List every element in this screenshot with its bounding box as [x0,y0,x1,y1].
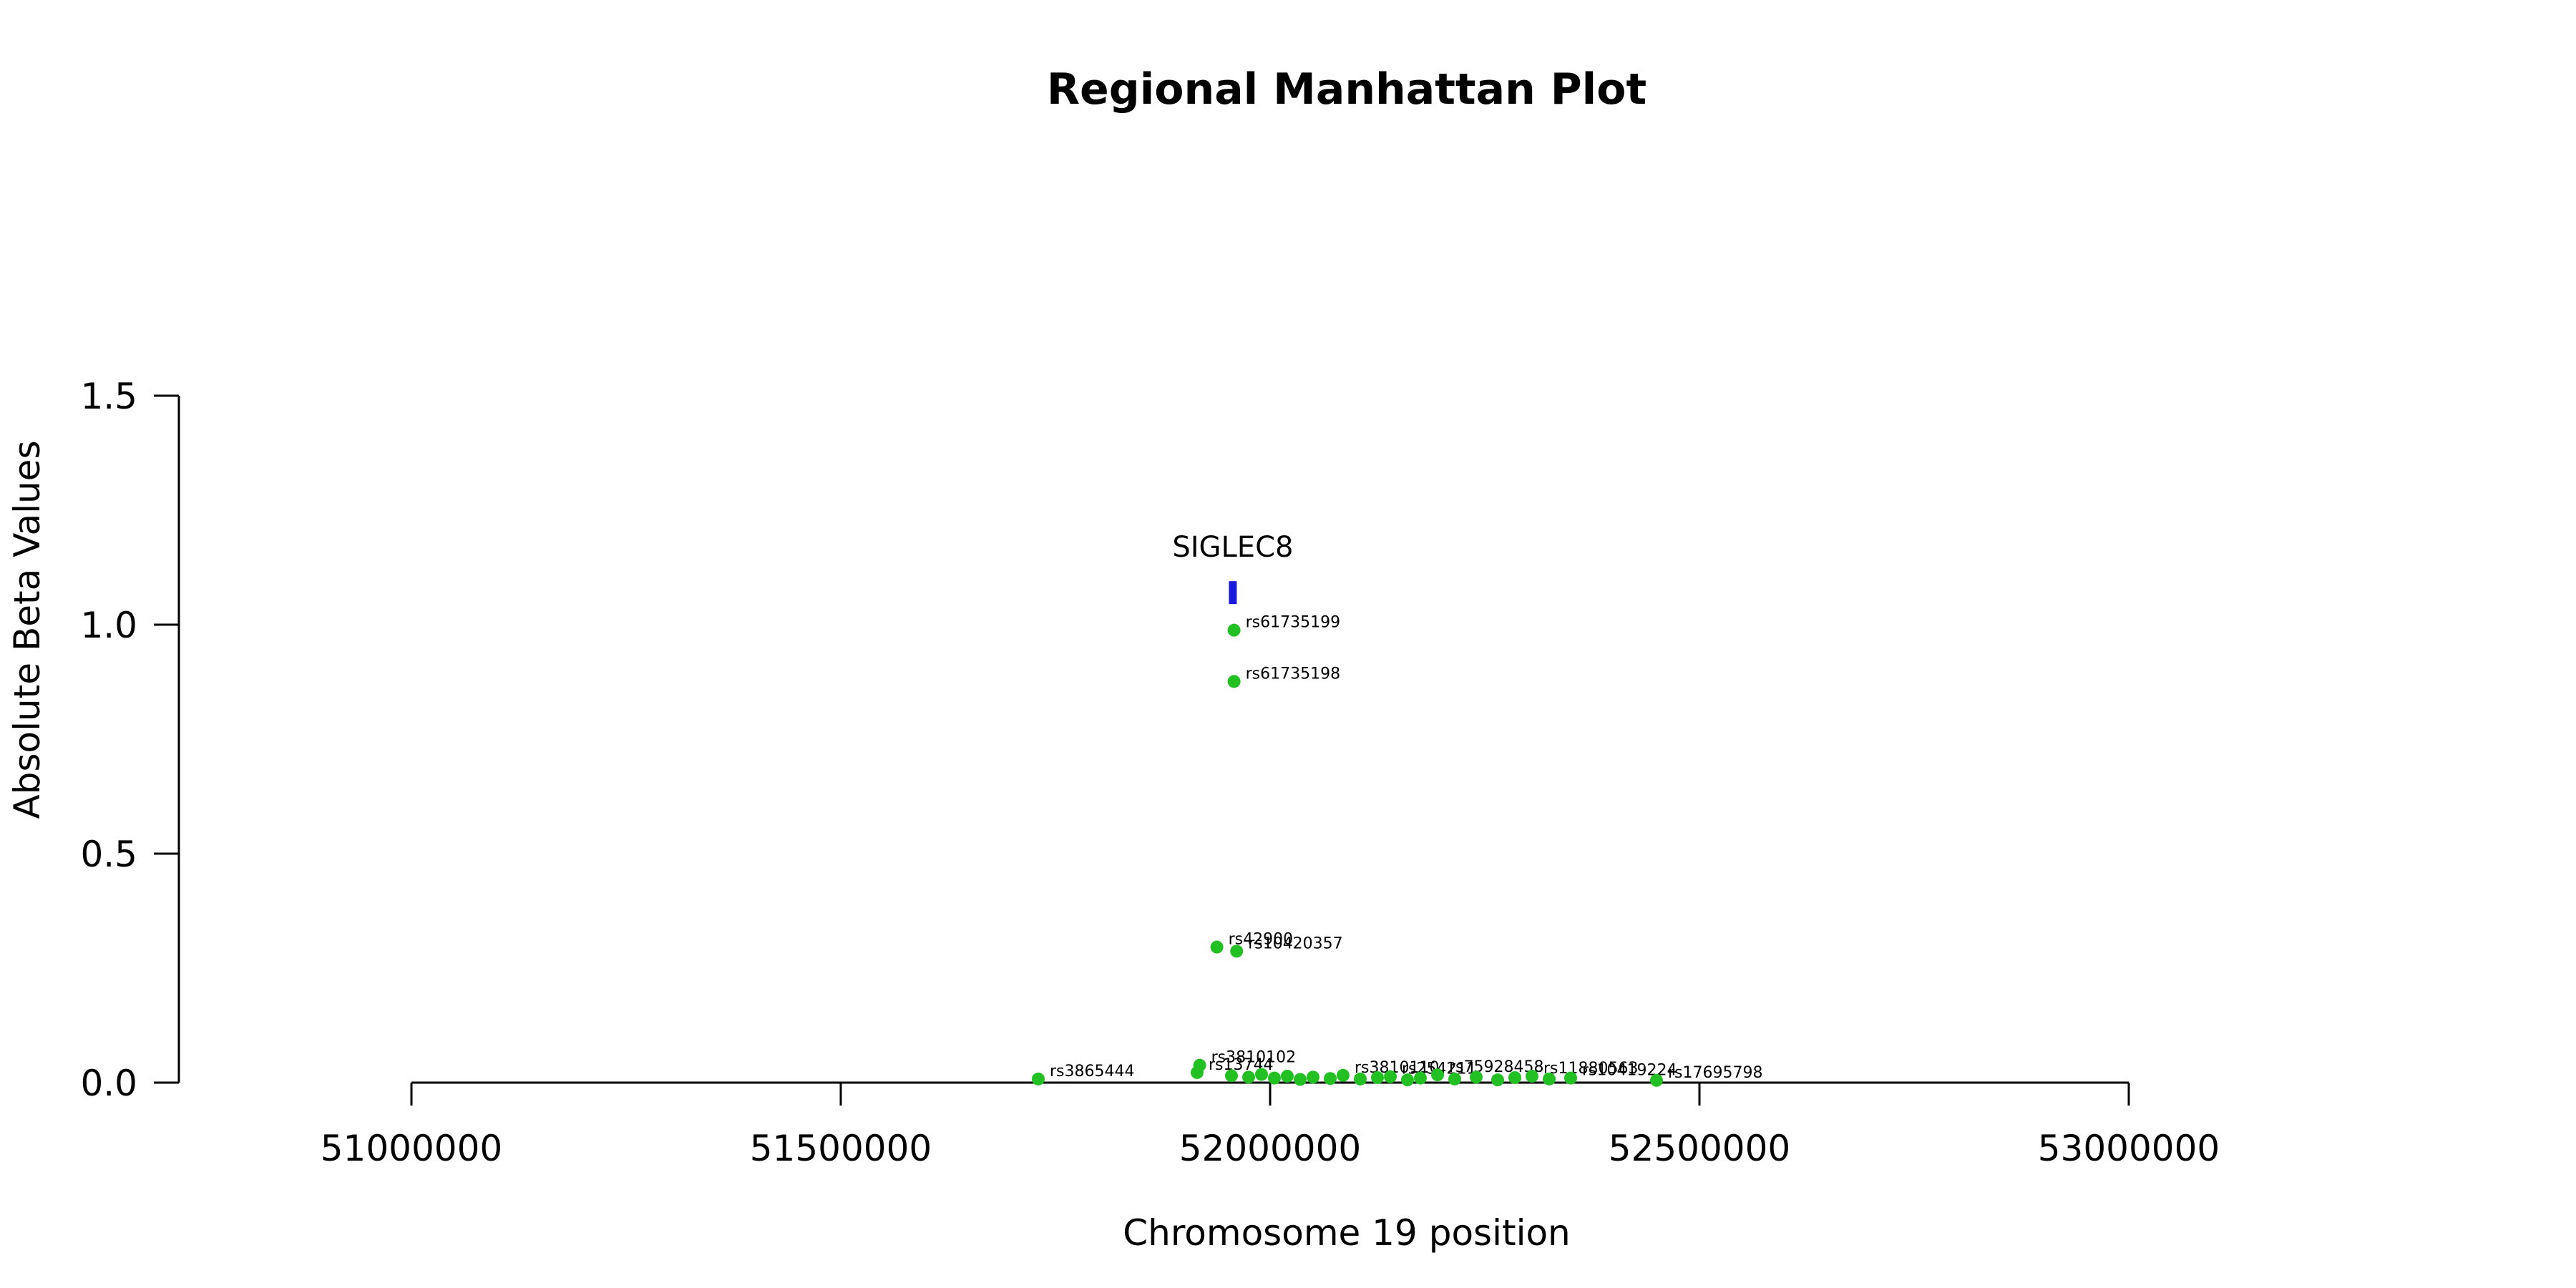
gene-annotation: SIGLEC8 [1172,531,1293,605]
data-point [1307,1070,1319,1084]
data-point [1470,1070,1483,1084]
data-point [1448,1072,1461,1085]
data-point [1230,945,1244,958]
data-point [1294,1073,1307,1086]
data-point [1210,940,1224,954]
point-label: rs3810102 [1211,1049,1297,1067]
x-tick-label: 52000000 [1179,1128,1362,1169]
data-point [1324,1072,1337,1085]
data-point [1543,1072,1556,1085]
y-tick-label: 1.0 [80,605,137,646]
data-point [1414,1071,1427,1085]
x-tick-label: 51500000 [750,1128,932,1169]
y-tick-label: 0.5 [80,834,137,875]
data-point [1491,1073,1504,1087]
x-axis-label: Chromosome 19 position [1123,1212,1571,1254]
data-point [1371,1070,1384,1084]
y-ticks: 0.0 0.5 1.0 1.5 [80,376,179,1104]
point-label: rs61735199 [1246,614,1340,632]
gene-label: SIGLEC8 [1172,531,1293,564]
y-tick-label: 1.5 [80,376,137,417]
point-label: rs11880563 [1543,1060,1638,1078]
data-point [1191,1065,1204,1079]
point-label: rs17695798 [1668,1064,1762,1082]
data-point [1431,1068,1444,1082]
y-axis-label: Absolute Beta Values [6,441,48,819]
data-point [1401,1073,1414,1087]
gene-bar [1229,581,1237,605]
data-point [1526,1070,1538,1083]
point-label: rs10419224 [1582,1062,1677,1080]
data-point [1225,1069,1238,1083]
y-tick-label: 0.0 [80,1063,137,1104]
point-label: rs3810110 [1355,1059,1440,1077]
data-point [1650,1073,1663,1087]
x-ticks: 51000000 51500000 52000000 52500000 53000000 [321,1083,2220,1169]
data-point [1227,675,1241,688]
data-point [1281,1070,1294,1083]
point-label: rs10420357 [1248,935,1342,952]
data-point [1564,1071,1577,1085]
point-label: rs61735198 [1246,665,1340,683]
data-point [1384,1070,1397,1083]
point-label: rs3865444 [1050,1063,1135,1080]
x-tick-label: 52500000 [1609,1128,1791,1169]
data-point [1354,1072,1367,1085]
data-point [1227,623,1241,637]
x-tick-label: 53000000 [2038,1128,2220,1169]
x-tick-label: 51000000 [321,1128,503,1169]
data-point [1032,1072,1045,1085]
data-point [1337,1068,1350,1082]
data-point [1242,1070,1255,1084]
data-points: rs61735199rs61735198rs42900rs10420357rs3… [1032,614,1762,1087]
data-point [1508,1070,1521,1084]
data-point [1255,1068,1268,1081]
data-point [1268,1071,1281,1085]
chart-title: Regional Manhattan Plot [1047,64,1646,114]
